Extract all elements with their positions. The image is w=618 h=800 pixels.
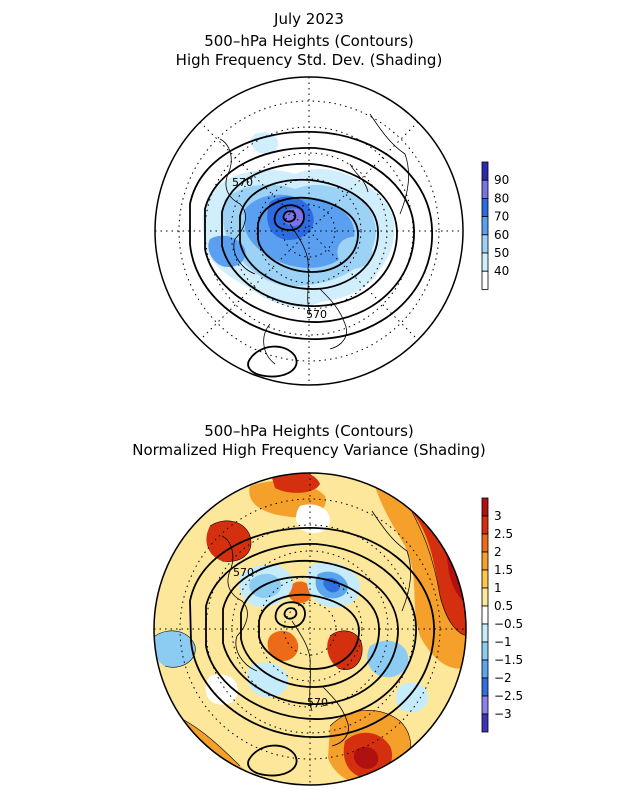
bottom-colorbar-label: −3 [494,707,512,721]
top-polar-map: 570 570 [154,76,464,386]
bottom-grid [154,473,466,785]
top-contour-labels: 570 570 [232,176,327,321]
bottom-colorbar-label: −2.5 [494,689,523,703]
bottom-colorbar-swatch [481,533,489,553]
bottom-colorbar-legend: 3 2.5 2 1.5 1 0.5 −0.5 −1 −1.5 −2 −2.5 −3 [481,497,523,733]
top-colorbar-swatch [481,234,489,254]
bottom-contour-label: 570 [233,566,254,579]
top-colorbar-label: 80 [494,191,509,205]
bottom-colorbar-swatch [481,569,489,589]
top-height-contours [189,130,433,378]
bottom-colorbar-label: 0.5 [494,599,513,613]
bottom-colorbar-swatch [481,551,489,571]
top-colorbar-label: 90 [494,173,509,187]
bottom-colorbar-swatch [481,641,489,661]
bottom-colorbar-label: −2 [494,671,512,685]
bottom-colorbar-swatch [481,677,489,697]
top-title-month: July 2023 [274,10,344,28]
top-coastlines [219,113,410,365]
bottom-title-contours: 500–hPa Heights (Contours) [204,422,414,440]
top-title-shading: High Frequency Std. Dev. (Shading) [175,51,443,69]
bottom-coastlines [221,510,412,747]
bottom-colorbar-swatch [481,695,489,715]
top-colorbar-legend: 90 80 70 60 50 40 [481,161,509,290]
top-map-border [154,76,464,386]
bottom-colorbar-label: 2.5 [494,527,513,541]
bottom-colorbar-label: −1.5 [494,653,523,667]
bottom-contour-label: 570 [307,696,328,709]
top-contour-label: 570 [232,176,253,189]
top-contour-label: 570 [306,308,327,321]
bottom-colorbar-label: −0.5 [494,617,523,631]
top-colorbar-swatch [481,216,489,236]
top-colorbar-swatch [481,179,489,199]
top-colorbar-swatch [481,252,489,272]
top-colorbar-swatch [481,270,489,290]
bottom-colorbar-swatch [481,659,489,679]
bottom-colorbar-label: 1.5 [494,563,513,577]
bottom-colorbar-label: 2 [494,545,502,559]
top-colorbar-swatch [481,198,489,218]
bottom-height-contours [189,527,435,777]
top-colorbar-label: 50 [494,246,509,260]
top-colorbar-swatch [481,161,489,181]
bottom-colorbar-swatch [481,587,489,607]
top-colorbar-label: 70 [494,210,509,224]
bottom-colorbar-label: −1 [494,635,512,649]
bottom-colorbar-swatch [481,515,489,535]
bottom-map-border [153,472,467,786]
bottom-polar-map: 570 570 [153,472,467,786]
bottom-colorbar-swatch [481,605,489,625]
bottom-colorbar-swatch [481,623,489,643]
bottom-colorbar-swatch [481,497,489,517]
bottom-colorbar-label: 3 [494,509,502,523]
top-colorbar-label: 60 [494,228,509,242]
top-title-contours: 500–hPa Heights (Contours) [204,32,414,50]
bottom-contour-labels: 570 570 [233,566,328,709]
bottom-title-shading: Normalized High Frequency Variance (Shad… [132,441,486,459]
top-colorbar-label: 40 [494,264,509,278]
bottom-colorbar-label: 1 [494,581,502,595]
bottom-colorbar-swatch [481,713,489,733]
